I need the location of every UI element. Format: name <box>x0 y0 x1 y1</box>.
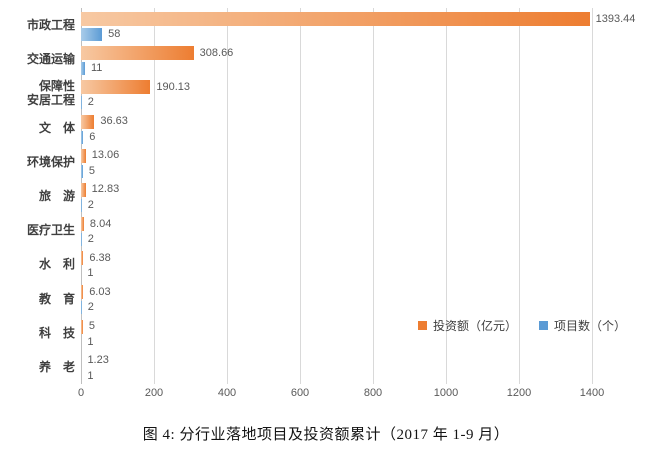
project-count-value: 2 <box>87 233 94 246</box>
investment-value: 13.06 <box>91 149 120 162</box>
investment-value: 308.66 <box>199 46 234 59</box>
category-label: 交通运输 <box>26 52 75 67</box>
project-count-value: 1 <box>87 369 94 382</box>
chart-row: 6.03 2 <box>81 281 652 315</box>
gridline <box>373 8 374 384</box>
legend: 投资额（亿元） 项目数（个） <box>418 317 626 334</box>
category-label: 市政工程 <box>26 18 75 33</box>
project-count-color-swatch-icon <box>539 321 549 330</box>
project-count-value: 1 <box>87 267 94 280</box>
chart-row: 8.04 2 <box>81 213 652 247</box>
category-label: 水 利 <box>38 257 75 272</box>
chart-row: 6.38 1 <box>81 247 652 281</box>
project-count-bar <box>81 198 82 212</box>
chart-row: 190.13 2 <box>81 76 652 110</box>
project-count-value: 11 <box>91 62 103 75</box>
project-count-value: 2 <box>87 198 94 211</box>
category-label: 养 老 <box>38 359 75 374</box>
x-axis: 02004006008001000120014001600 <box>0 388 652 404</box>
legend-item-project-count: 项目数（个） <box>539 317 626 334</box>
x-tick-label: 600 <box>290 387 310 399</box>
chart-row: 308.66 11 <box>81 42 652 76</box>
investment-color-swatch-icon <box>418 321 427 330</box>
investment-value: 6.38 <box>89 251 111 264</box>
investment-value: 8.04 <box>89 217 112 230</box>
investment-bar <box>81 148 86 163</box>
category-labels: 市政工程交通运输保障性 安居工程文 体环境保护旅 游医疗卫生水 利教 育科 技养… <box>0 8 78 384</box>
project-count-bar <box>81 96 82 110</box>
investment-value: 6.03 <box>89 285 111 298</box>
investment-bar <box>81 46 194 61</box>
x-tick-label: 400 <box>217 387 237 399</box>
category-label: 文 体 <box>38 120 75 135</box>
legend-label-investment: 投资额（亿元） <box>433 319 518 333</box>
x-tick-label: 200 <box>144 387 164 399</box>
gridline <box>592 8 593 384</box>
project-count-bar <box>81 301 82 315</box>
legend-label-project-count: 项目数（个） <box>554 319 627 333</box>
project-count-value: 2 <box>87 96 94 109</box>
investment-bar <box>81 251 84 266</box>
project-count-value: 6 <box>89 130 96 143</box>
investment-bar <box>81 319 83 334</box>
plot-area: 1393.44 58 308.66 11 190.13 2 36.63 6 13.06 5 12.8… <box>81 8 652 384</box>
x-tick-label: 0 <box>77 387 85 399</box>
category-label: 医疗卫生 <box>26 223 75 238</box>
gridline <box>519 8 520 384</box>
investment-bar <box>81 182 86 197</box>
gridline <box>154 8 155 384</box>
chart-row: 36.63 6 <box>81 111 652 145</box>
gridline <box>227 8 228 384</box>
chart-row: 1393.44 58 <box>81 8 652 42</box>
category-label: 保障性 安居工程 <box>26 79 75 108</box>
project-count-value: 5 <box>88 164 95 177</box>
figure-caption: 图 4: 分行业落地项目及投资额累计（2017 年 1-9 月） <box>142 427 510 443</box>
legend-item-investment: 投资额（亿元） <box>418 317 517 334</box>
investment-bar <box>81 80 151 95</box>
x-tick-label: 1200 <box>506 387 532 399</box>
bar-rows: 1393.44 58 308.66 11 190.13 2 36.63 6 13.06 5 12.8… <box>81 8 652 384</box>
investment-bar <box>81 12 590 26</box>
category-label: 环境保护 <box>26 154 75 169</box>
project-count-bar <box>81 62 85 76</box>
category-label: 科 技 <box>38 325 75 340</box>
gridline <box>446 8 447 384</box>
investment-value: 12.83 <box>91 183 120 196</box>
project-count-value: 2 <box>87 301 94 314</box>
investment-bar <box>81 285 84 300</box>
chart-row: 1.23 1 <box>81 350 652 384</box>
category-label: 教 育 <box>38 291 75 306</box>
chart-row: 13.06 5 <box>81 145 652 179</box>
investment-value: 1393.44 <box>595 12 636 25</box>
project-count-bar <box>81 130 84 144</box>
investment-bar <box>81 217 84 232</box>
project-count-bar <box>81 164 83 178</box>
investment-value: 5 <box>88 320 95 333</box>
project-count-bar <box>81 233 82 247</box>
project-count-bar <box>81 28 103 41</box>
x-tick-label: 1000 <box>433 387 459 399</box>
investment-value: 190.13 <box>156 80 191 93</box>
project-count-value: 1 <box>87 335 94 348</box>
x-tick-label: 1400 <box>579 387 605 399</box>
category-label: 旅 游 <box>38 188 75 203</box>
x-tick-label: 800 <box>363 387 383 399</box>
project-count-value: 58 <box>108 28 121 40</box>
chart-row: 12.83 2 <box>81 179 652 213</box>
investment-value: 1.23 <box>87 354 109 367</box>
investment-bar <box>81 114 95 129</box>
investment-value: 36.63 <box>100 115 128 128</box>
gridline <box>300 8 301 384</box>
